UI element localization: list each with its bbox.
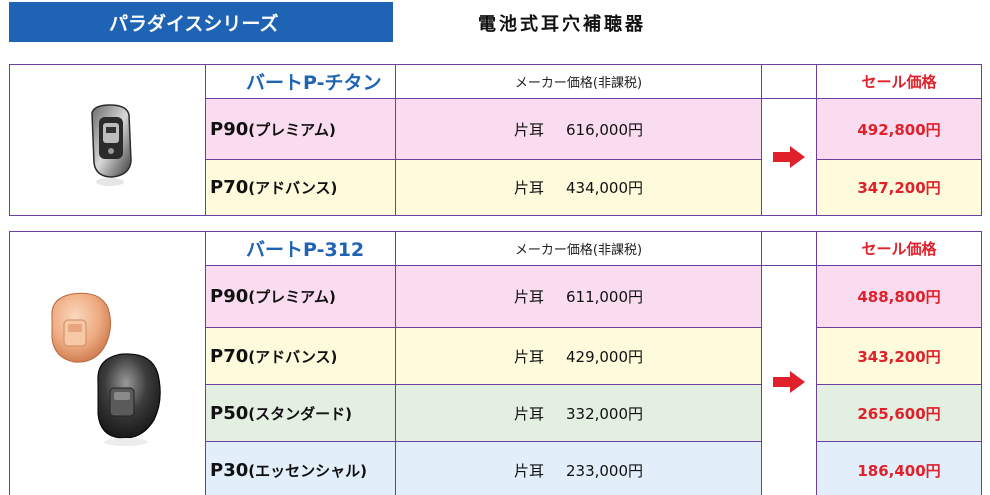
model-grade: (プレミアム) [248,288,336,306]
model-grade: (アドバンス) [248,347,338,366]
model-code: P90 [210,286,249,307]
price-table-312: バートP-312 メーカー価格(非課税) セール価格 P90(プレミアム) 片耳… [9,231,982,495]
sale-price: 492,800円 [816,98,982,160]
maker-price: 片耳 434,000円 [395,159,762,216]
side-label: 片耳 [513,120,544,139]
maker-price: 片耳 616,000円 [395,98,762,160]
price-table-titanium: バートP-チタン メーカー価格(非課税) セール価格 P90(プレミアム) 片耳… [9,64,982,216]
sale-price: 265,600円 [816,384,982,442]
arrow-cell [761,265,817,495]
side-label: 片耳 [513,461,544,480]
sale-price-header: セール価格 [816,64,982,99]
right-arrow-icon [773,371,805,393]
sale-price: 186,400円 [816,441,982,495]
series-banner: パラダイスシリーズ [9,2,393,42]
maker-price-value: 332,000円 [565,404,644,423]
sale-price: 488,800円 [816,265,982,328]
model-name: P30(エッセンシャル) [205,441,396,495]
product-image-cell [9,64,206,216]
maker-price-header: メーカー価格(非課税) [395,231,762,266]
model-grade: (エッセンシャル) [248,461,367,480]
model-name: P70(アドバンス) [205,327,396,385]
model-name: P70(アドバンス) [205,159,396,216]
model-name: P90(プレミアム) [205,265,396,328]
maker-price: 片耳 429,000円 [395,327,762,385]
model-grade: (スタンダード) [248,404,352,423]
side-label: 片耳 [513,404,544,423]
series-name: バートP-チタン [205,64,396,99]
page-title: 電池式耳穴補聴器 [478,14,646,35]
maker-price: 片耳 233,000円 [395,441,762,495]
hearing-aid-312-image [51,292,161,446]
maker-price-value: 611,000円 [565,288,644,306]
maker-price-value: 434,000円 [565,179,644,197]
product-image-cell [9,231,206,495]
model-grade: (プレミアム) [248,120,336,139]
maker-price: 片耳 611,000円 [395,265,762,328]
right-arrow-icon [773,146,805,168]
maker-price-value: 616,000円 [565,120,644,139]
model-code: P70 [210,345,249,367]
side-label: 片耳 [513,179,544,197]
model-grade: (アドバンス) [248,179,338,197]
side-label: 片耳 [513,288,544,306]
maker-price-value: 429,000円 [565,347,644,366]
model-code: P70 [210,177,249,198]
model-name: P90(プレミアム) [205,98,396,160]
model-code: P90 [210,118,249,140]
sale-price: 347,200円 [816,159,982,216]
arrow-header-cell [761,231,817,266]
series-name: バートP-312 [205,231,396,266]
maker-price-header: メーカー価格(非課税) [395,64,762,99]
model-code: P30 [210,459,249,481]
hearing-aid-titanium-image [91,104,132,186]
maker-price: 片耳 332,000円 [395,384,762,442]
arrow-header-cell [761,64,817,99]
model-name: P50(スタンダード) [205,384,396,442]
model-code: P50 [210,402,249,424]
sale-price-header: セール価格 [816,231,982,266]
sale-price: 343,200円 [816,327,982,385]
side-label: 片耳 [513,347,544,366]
arrow-cell [761,98,817,216]
maker-price-value: 233,000円 [565,461,644,480]
